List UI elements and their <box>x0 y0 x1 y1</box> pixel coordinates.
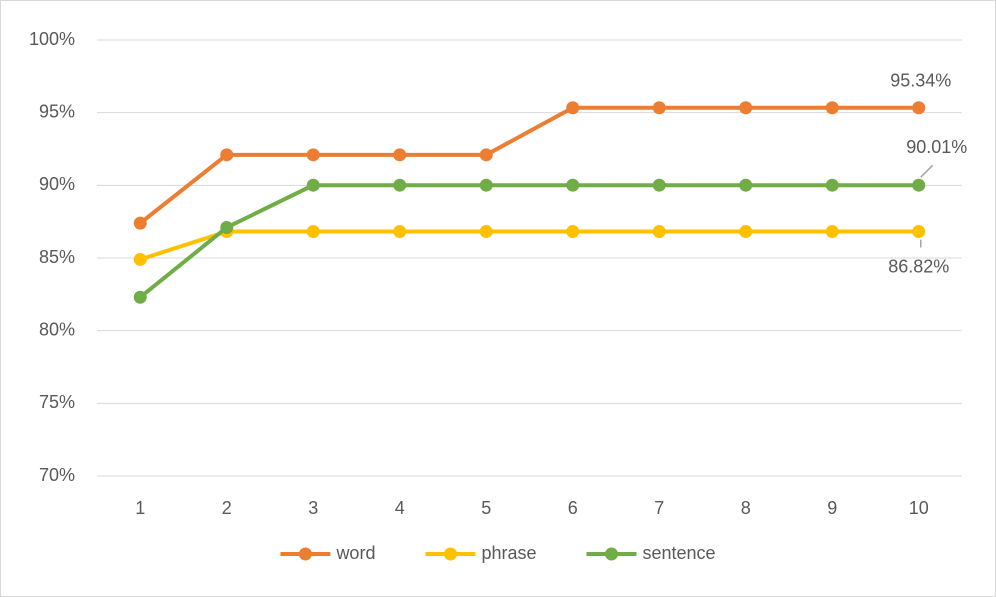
data-point <box>652 178 666 192</box>
x-tick-label: 5 <box>481 498 491 518</box>
data-point <box>912 178 926 192</box>
x-tick-label: 3 <box>308 498 318 518</box>
data-point <box>306 148 320 162</box>
x-tick-label: 7 <box>654 498 664 518</box>
data-point <box>479 148 493 162</box>
x-tick-label: 1 <box>135 498 145 518</box>
data-point <box>912 225 926 239</box>
y-tick-label: 75% <box>39 392 75 412</box>
data-point <box>739 178 753 192</box>
legend-label: phrase <box>481 543 536 563</box>
legend-marker <box>443 547 457 561</box>
data-point <box>220 220 234 234</box>
data-point <box>912 101 926 115</box>
y-tick-label: 85% <box>39 247 75 267</box>
data-point <box>825 225 839 239</box>
legend-label: word <box>335 543 375 563</box>
data-label: 95.34% <box>890 70 951 90</box>
y-tick-label: 95% <box>39 101 75 121</box>
data-point <box>566 101 580 115</box>
data-point <box>566 225 580 239</box>
x-tick-label: 4 <box>395 498 405 518</box>
x-tick-label: 6 <box>568 498 578 518</box>
x-tick-label: 8 <box>741 498 751 518</box>
y-tick-label: 90% <box>39 174 75 194</box>
data-point <box>393 148 407 162</box>
data-point <box>739 225 753 239</box>
legend-marker <box>605 547 618 561</box>
series-line <box>139 105 919 225</box>
data-point <box>479 178 493 192</box>
y-tick-label: 70% <box>39 465 75 485</box>
series-line <box>138 183 919 299</box>
x-tick-label: 9 <box>827 498 837 518</box>
data-point <box>652 101 666 115</box>
y-tick-label: 100% <box>29 29 75 49</box>
series-line <box>139 229 919 262</box>
data-point <box>566 178 580 192</box>
legend-label: sentence <box>643 543 716 563</box>
data-point <box>306 178 320 192</box>
data-point <box>825 178 839 192</box>
data-point <box>220 148 234 162</box>
x-tick-label: 10 <box>909 498 929 518</box>
data-point <box>133 290 147 304</box>
data-point <box>825 101 839 115</box>
data-point <box>306 225 320 239</box>
legend-marker <box>298 547 312 561</box>
data-point <box>739 101 753 115</box>
data-point <box>652 225 666 239</box>
data-point <box>133 252 147 266</box>
data-point <box>133 216 147 230</box>
data-label: 90.01% <box>906 137 967 157</box>
data-label: 86.82% <box>888 256 949 276</box>
y-tick-label: 80% <box>39 319 75 339</box>
data-point <box>479 225 493 239</box>
label-leader <box>920 164 934 178</box>
data-point <box>393 178 407 192</box>
data-point <box>393 225 407 239</box>
x-tick-label: 2 <box>222 498 232 518</box>
